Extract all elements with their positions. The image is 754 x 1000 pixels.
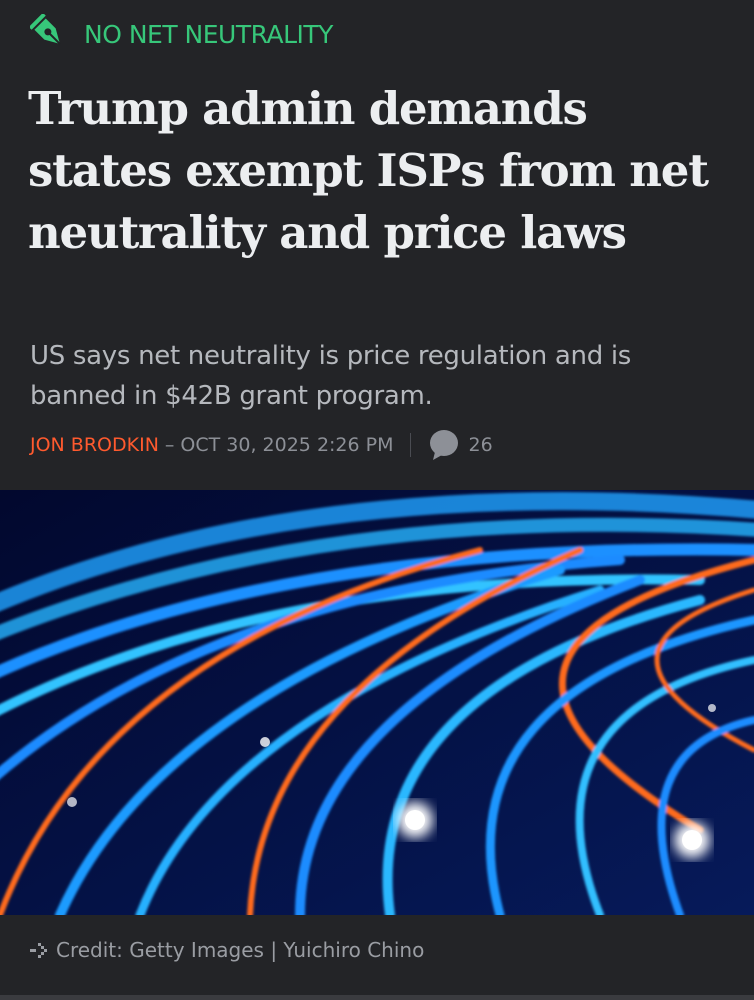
byline-separator: – (164, 434, 175, 456)
expand-arrow-icon (30, 943, 47, 958)
article-subtitle: US says net neutrality is price regulati… (30, 341, 632, 411)
image-caption: Credit: Getty Images | Yuichiro Chino (28, 938, 424, 962)
article-title: Trump admin demands states exempt ISPs f… (28, 82, 709, 259)
image-credit: Credit: Getty Images | Yuichiro Chino (56, 938, 425, 962)
comments-link[interactable]: 26 (427, 428, 493, 462)
divider (409, 433, 411, 457)
comment-bubble-icon (429, 430, 458, 460)
author-link[interactable]: JON BRODKIN (30, 434, 159, 456)
section-tag[interactable]: NO NET NEUTRALITY (30, 14, 333, 54)
publish-date: OCT 30, 2025 2:26 PM (180, 434, 394, 456)
byline: JON BRODKIN – OCT 30, 2025 2:26 PM 26 (30, 428, 493, 462)
comment-count: 26 (468, 434, 493, 456)
section-label: NO NET NEUTRALITY (84, 19, 333, 49)
bottom-divider (0, 995, 754, 1000)
pen-nib-icon (30, 14, 61, 45)
hero-image (0, 490, 754, 915)
